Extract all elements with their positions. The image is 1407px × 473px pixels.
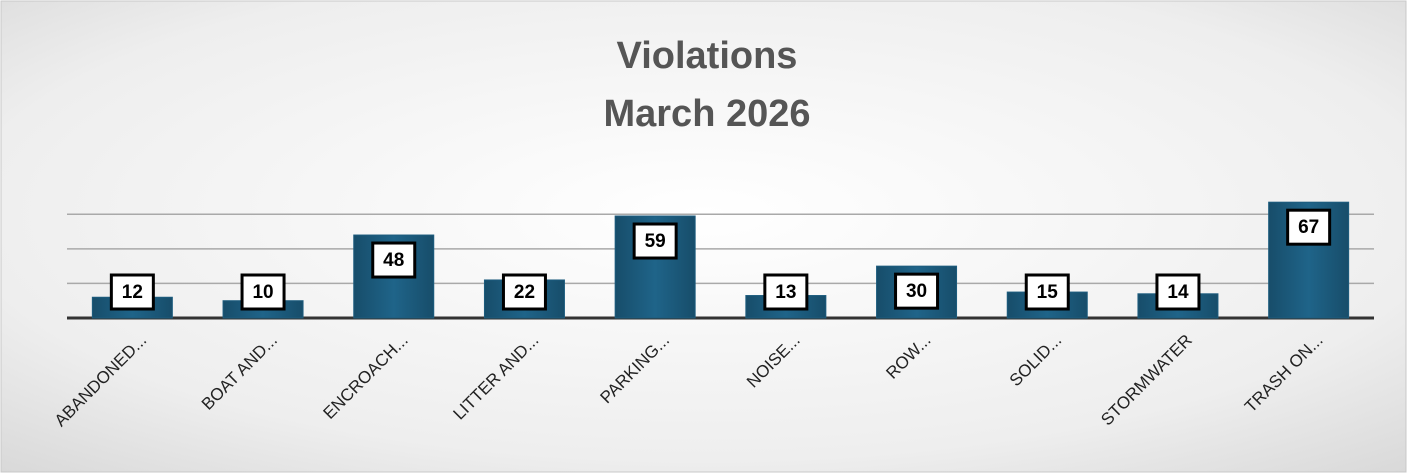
data-label-box	[894, 272, 940, 310]
data-label: 13	[775, 282, 796, 303]
data-label: 14	[1167, 282, 1189, 303]
data-label: 59	[645, 231, 666, 252]
data-label: 22	[514, 282, 535, 303]
data-label: 48	[383, 250, 404, 271]
chart-title: Violations	[617, 35, 798, 77]
data-label-box	[240, 273, 286, 311]
data-label-box	[632, 222, 678, 260]
data-label-box	[371, 241, 417, 279]
data-label-box	[1155, 273, 1201, 311]
data-label: 12	[122, 282, 143, 303]
data-label: 15	[1037, 282, 1059, 303]
data-label-box	[1024, 273, 1070, 311]
data-label-box	[501, 273, 547, 311]
data-label: 67	[1298, 217, 1319, 238]
data-label-box	[109, 273, 155, 311]
data-label-box	[763, 273, 809, 311]
chart-subtitle: March 2026	[603, 93, 810, 135]
data-label: 30	[906, 281, 927, 302]
data-label: 10	[252, 282, 273, 303]
data-label-box	[1286, 208, 1332, 246]
